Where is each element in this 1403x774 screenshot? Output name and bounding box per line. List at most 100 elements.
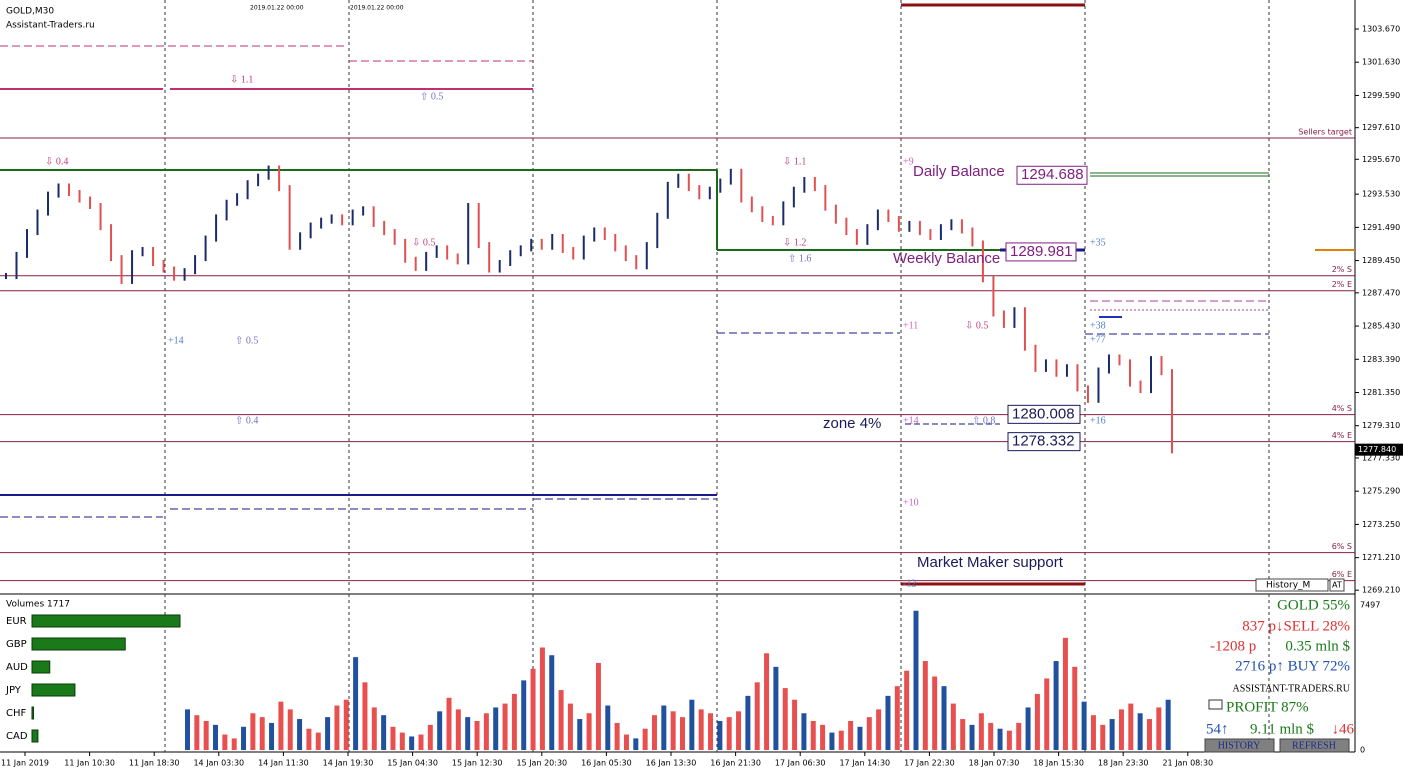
at-label[interactable]: AT: [1332, 581, 1342, 590]
volume-bar: [1100, 724, 1106, 750]
button-bg[interactable]: [1279, 738, 1350, 753]
volume-bar: [680, 717, 685, 750]
volume-bar: [1109, 719, 1115, 750]
strength-bar: [31, 729, 39, 743]
info-loss-volume: 0.35 mln $: [1285, 638, 1350, 654]
volume-bar: [427, 724, 433, 750]
volume-bar: [661, 705, 667, 750]
strength-bar: [31, 683, 76, 697]
y-tick-label: 1275.290: [1362, 487, 1400, 496]
strength-bar: [31, 706, 34, 720]
x-tick-label: 18 Jan 07:30: [969, 759, 1020, 768]
volume-bar: [913, 610, 919, 750]
refresh-button[interactable]: REFRESH: [1279, 738, 1350, 753]
box[interactable]: [1255, 578, 1329, 592]
volume-bar: [334, 705, 340, 750]
volume-bar: [969, 724, 975, 750]
volume-bar: [455, 709, 461, 750]
x-tick-label: 14 Jan 03:30: [193, 759, 244, 768]
volume-bar: [409, 736, 415, 750]
info-title: GOLD 55%: [1277, 597, 1350, 613]
x-tick-label: 16 Jan 05:30: [581, 759, 632, 768]
level-label: 2% S: [1332, 265, 1352, 274]
volume-bar: [399, 732, 405, 750]
volume-bar: [1016, 722, 1022, 750]
history-m-box[interactable]: History_M: [1255, 578, 1329, 592]
volume-bar: [782, 688, 788, 750]
price-box: [1007, 432, 1081, 452]
at-box[interactable]: AT: [1329, 578, 1345, 592]
volume-bar: [960, 719, 966, 750]
volume-bar: [988, 722, 994, 750]
volume-bar: [287, 709, 293, 750]
volume-bar: [586, 713, 592, 750]
volume-bar: [185, 709, 190, 750]
volume-bar: [549, 655, 555, 750]
volume-bar: [642, 728, 648, 750]
y-tick-label: 1271.210: [1362, 553, 1400, 562]
strength-bar: [31, 614, 181, 628]
volume-bar: [848, 720, 854, 750]
annotation: ⇩ 0.5: [412, 237, 435, 248]
currency-label: AUD: [6, 662, 28, 673]
volume-bar: [764, 653, 770, 750]
price-box-label: 1278.332: [1012, 433, 1075, 450]
y-tick-label: 1279.310: [1362, 421, 1400, 430]
volume-bar: [745, 695, 751, 750]
price-box-label: 1280.008: [1012, 405, 1075, 422]
info-down: ↓46: [1332, 721, 1355, 737]
button-bg[interactable]: [1204, 738, 1275, 753]
level-label: 4% E: [1332, 431, 1352, 440]
x-tick-label: 11 Jan 18:30: [129, 759, 180, 768]
y-tick-label: 1297.610: [1362, 123, 1400, 132]
history-m-label[interactable]: History_M: [1266, 581, 1310, 591]
balance-label: Weekly Balance: [893, 250, 1000, 267]
volume-bar: [1118, 709, 1124, 750]
y-tick-label: 1283.390: [1362, 355, 1400, 364]
volume-bar: [1156, 707, 1162, 750]
price-box: [1005, 242, 1077, 262]
x-tick-label: 21 Jan 08:30: [1162, 759, 1213, 768]
price-box-label: 1294.688: [1021, 166, 1084, 183]
volume-bar: [297, 719, 303, 750]
volume-bar: [1146, 719, 1152, 750]
volume-bar: [773, 666, 779, 750]
refresh-button-label[interactable]: REFRESH: [1292, 740, 1336, 751]
volume-bar: [278, 701, 284, 750]
volume-bar: [876, 709, 882, 750]
annotation: +35: [1090, 237, 1106, 248]
volume-bar: [829, 732, 835, 750]
volume-bar: [614, 722, 620, 750]
volume-bar: [932, 676, 938, 750]
volume-bar: [1034, 693, 1040, 750]
volume-bar: [390, 726, 396, 750]
volume-bar: [950, 703, 956, 750]
info-panel: GOLD 55% 837 p↓SELL 28% -1208 p 0.35 mln…: [1206, 597, 1355, 737]
volume-bar: [250, 713, 256, 750]
volume-bar: [511, 693, 517, 750]
volume-bar: [1081, 701, 1087, 750]
strength-bar: [31, 660, 51, 674]
volume-bar: [997, 728, 1003, 750]
currency-label: GBP: [6, 639, 27, 650]
price-box: [1016, 165, 1088, 185]
volume-bar: [941, 686, 947, 750]
price-box-label: 1289.981: [1010, 243, 1073, 260]
volume-bar: [595, 662, 601, 750]
box[interactable]: [1329, 578, 1345, 592]
zone-label: zone 4%: [823, 415, 881, 432]
volume-bar: [362, 682, 368, 750]
volume-bar: [633, 738, 639, 750]
y-tick-label: 1281.350: [1362, 388, 1400, 397]
y-tick-label: 1277.330: [1362, 453, 1400, 462]
volume-bar: [530, 668, 536, 750]
volume-bar: [241, 726, 247, 750]
info-site: ASSISTANT-TRADERS.RU: [1233, 683, 1351, 694]
volume-bar: [418, 734, 424, 750]
history-button[interactable]: HISTORY: [1204, 738, 1275, 753]
x-tick-label: 17 Jan 22:30: [904, 759, 955, 768]
history-button-label[interactable]: HISTORY: [1218, 740, 1261, 751]
